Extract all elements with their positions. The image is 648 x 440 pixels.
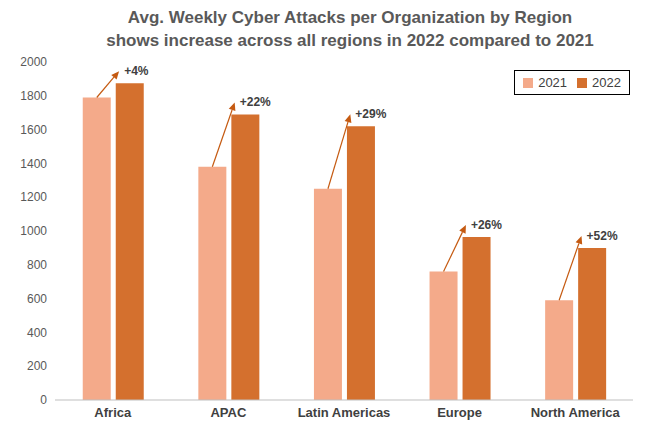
html-text:2022: 2022 [592,75,621,90]
svg-text:Africa: Africa [94,405,132,420]
svg-text:+22%: +22% [240,95,271,109]
svg-text:600: 600 [27,292,47,306]
svg-text:Europe: Europe [437,405,482,420]
svg-text:+4%: +4% [124,64,149,78]
svg-text:APAC: APAC [210,405,246,420]
svg-text:1400: 1400 [20,157,47,171]
svg-text:200: 200 [27,359,47,373]
svg-text:1200: 1200 [20,190,47,204]
svg-text:800: 800 [27,258,47,272]
html-text:shows increase across all regi: shows increase across all regions in 202… [106,31,594,50]
html-text:2021: 2021 [538,75,568,90]
svg-text:400: 400 [27,326,47,340]
svg-text:1800: 1800 [20,89,47,103]
svg-text:+29%: +29% [355,107,386,121]
svg-text:1000: 1000 [20,224,47,238]
svg-text:0: 0 [40,393,47,407]
svg-text:+26%: +26% [471,218,502,232]
svg-text:North America: North America [531,405,621,420]
svg-text:Latin Americas: Latin Americas [298,405,391,420]
svg-text:1600: 1600 [20,123,47,137]
html-text:Avg. Weekly Cyber Attacks per: Avg. Weekly Cyber Attacks per Organizati… [127,8,573,27]
svg-text:+52%: +52% [587,229,618,243]
svg-text:2000: 2000 [20,55,47,69]
